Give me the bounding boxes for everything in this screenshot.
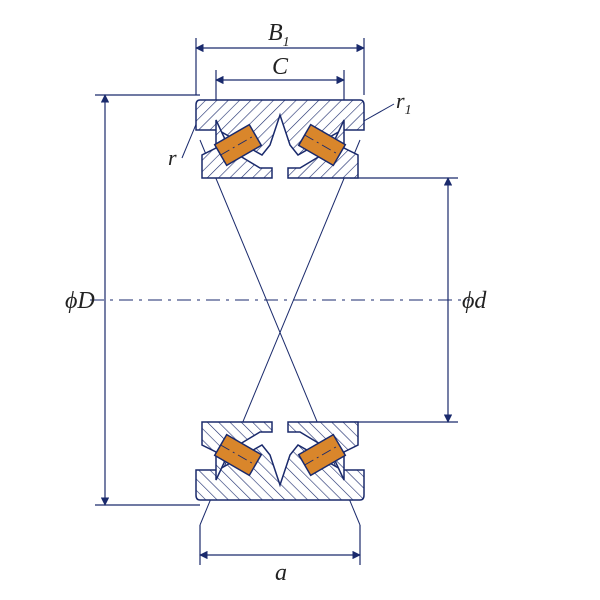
- leader-r1: [362, 104, 394, 122]
- label-r: r: [168, 145, 177, 170]
- label-a: a: [275, 560, 287, 586]
- upper-section: [196, 100, 364, 178]
- label-phid: ϕd: [462, 288, 487, 314]
- label-r1-sub: 1: [405, 103, 412, 118]
- dimension-a: [200, 525, 360, 565]
- label-phiD: ϕD: [65, 288, 95, 314]
- lower-section: [196, 422, 364, 500]
- label-B1: B1: [268, 20, 290, 50]
- label-r1: r1: [396, 88, 412, 118]
- label-B1-sub: 1: [283, 35, 290, 50]
- label-C: C: [272, 54, 289, 80]
- label-B1-main: B: [268, 20, 283, 46]
- bearing-diagram: ϕD ϕd B1 C a r r1: [0, 0, 600, 600]
